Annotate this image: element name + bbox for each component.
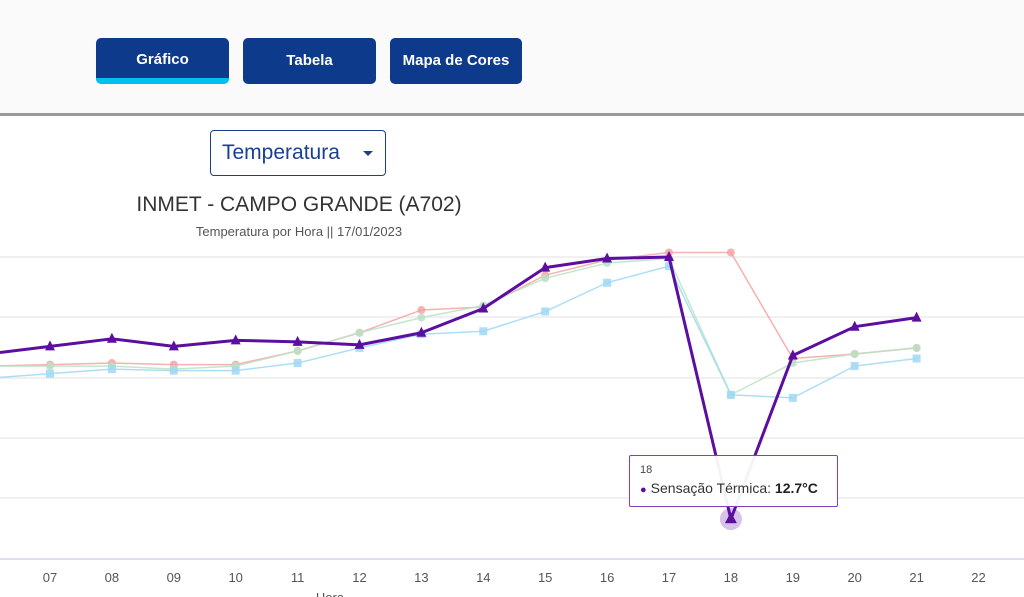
point-orvalho xyxy=(293,346,302,355)
x-tick-label: 08 xyxy=(105,570,119,585)
point-sensacao xyxy=(354,338,365,349)
point-outro xyxy=(293,359,302,368)
point-orvalho xyxy=(541,274,550,283)
point-outro xyxy=(912,354,921,363)
x-tick-label: 18 xyxy=(724,570,738,585)
point-temperatura xyxy=(417,306,426,315)
point-temperatura xyxy=(726,248,735,257)
point-outro xyxy=(231,366,240,375)
series-dot-icon: ● xyxy=(640,484,647,496)
series-line-outro xyxy=(0,265,917,399)
x-axis-title: Hora xyxy=(316,590,345,597)
point-orvalho xyxy=(417,313,426,322)
point-sensacao xyxy=(45,340,55,351)
x-tick-label: 22 xyxy=(971,570,985,585)
tab-grafico[interactable]: Gráfico xyxy=(96,38,229,84)
series-line-sensacao xyxy=(0,255,917,521)
x-tick-label: 15 xyxy=(538,570,552,585)
point-orvalho xyxy=(850,349,859,358)
x-tick-label: 21 xyxy=(909,570,923,585)
point-sensacao xyxy=(540,261,551,272)
point-orvalho xyxy=(355,328,364,337)
variable-select[interactable]: Temperatura xyxy=(210,130,386,176)
point-sensacao xyxy=(664,251,674,261)
line-chart: 07 08 09 10 11 12 13 14 15 16 17 18 19 20 21 22 Hora xyxy=(0,248,1024,597)
tab-tabela[interactable]: Tabela xyxy=(243,38,376,84)
x-tick-label: 09 xyxy=(167,570,181,585)
chart-title: INMET - CAMPO GRANDE (A702) xyxy=(136,193,462,216)
top-toolbar: Gráfico Tabela Mapa de Cores xyxy=(0,0,1024,116)
series-line-orvalho xyxy=(0,257,917,396)
x-tick-label: 07 xyxy=(43,570,57,585)
x-tick-label: 10 xyxy=(228,570,242,585)
x-tick-label: 13 xyxy=(414,570,428,585)
point-sensacao xyxy=(478,302,489,313)
chart-tooltip: 18 ● Sensação Térmica: 12.7°C xyxy=(629,455,838,507)
point-sensacao xyxy=(416,326,427,337)
chevron-down-icon xyxy=(363,151,373,156)
series-line-temperatura xyxy=(0,251,917,367)
point-orvalho xyxy=(912,343,921,352)
tooltip-hour: 18 xyxy=(640,464,653,476)
point-sensacao xyxy=(168,340,179,351)
chart-subtitle: Temperatura por Hora || 17/01/2023 xyxy=(195,224,403,239)
x-tick-label: 17 xyxy=(662,570,676,585)
hover-point xyxy=(724,512,737,524)
tab-mapa-de-cores[interactable]: Mapa de Cores xyxy=(390,38,522,84)
point-sensacao xyxy=(911,311,922,322)
point-sensacao xyxy=(230,334,241,345)
x-tick-label: 20 xyxy=(847,570,861,585)
point-outro xyxy=(603,278,612,287)
variable-select-value: Temperatura xyxy=(222,141,340,164)
tooltip-value: 12.7°C xyxy=(774,480,818,496)
point-outro xyxy=(788,393,797,402)
point-outro xyxy=(541,307,550,316)
x-tick-label: 19 xyxy=(786,570,800,585)
tooltip-row: ● Sensação Térmica: 12.7°C xyxy=(640,480,837,496)
tooltip-label: Sensação Térmica: xyxy=(650,480,772,496)
point-outro xyxy=(46,369,54,378)
point-sensacao xyxy=(849,320,860,331)
point-sensacao xyxy=(787,349,798,360)
point-sensacao xyxy=(292,335,303,346)
x-tick-label: 12 xyxy=(352,570,366,585)
point-outro xyxy=(665,262,673,271)
point-outro xyxy=(107,365,116,374)
point-orvalho xyxy=(46,362,54,371)
point-outro xyxy=(169,366,178,375)
point-outro xyxy=(726,390,735,399)
point-outro xyxy=(479,327,488,336)
tab-tabela-label: Tabela xyxy=(286,51,333,69)
tab-grafico-label: Gráfico xyxy=(136,50,189,68)
point-outro xyxy=(850,362,859,371)
x-tick-label: 11 xyxy=(291,570,305,585)
tab-mapa-label: Mapa de Cores xyxy=(402,51,510,69)
point-sensacao xyxy=(106,332,117,343)
point-sensacao xyxy=(602,252,613,263)
x-tick-label: 16 xyxy=(600,570,614,585)
x-tick-label: 14 xyxy=(476,570,490,585)
